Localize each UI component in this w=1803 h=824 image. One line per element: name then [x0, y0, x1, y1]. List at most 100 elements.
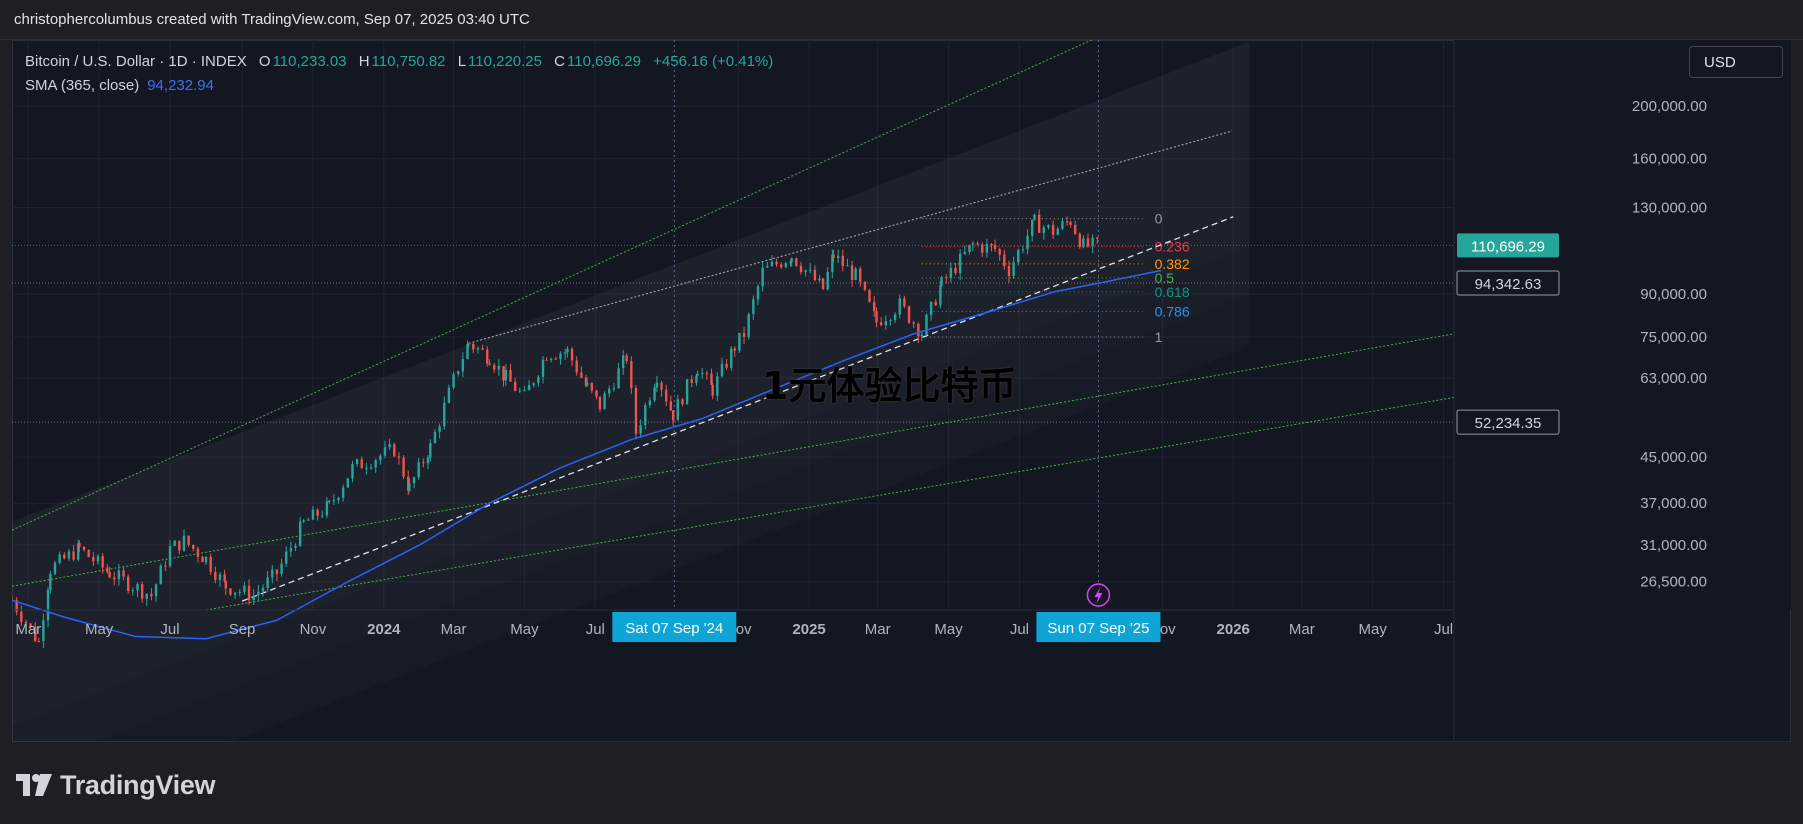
- tradingview-logo[interactable]: TradingView: [16, 769, 216, 800]
- candle-body: [863, 281, 867, 290]
- candle-body: [523, 390, 526, 392]
- candle-body: [1033, 214, 1036, 220]
- candle-body: [321, 515, 324, 517]
- price-tick-label: 160,000.00: [1632, 151, 1707, 168]
- candle-body: [204, 556, 208, 563]
- candle-body: [685, 379, 689, 405]
- tradingview-logo-text: TradingView: [60, 769, 216, 800]
- candle-body: [590, 382, 594, 391]
- price-level-badge: [1456, 409, 1560, 435]
- candle-body: [113, 577, 116, 580]
- candle-body: [452, 374, 455, 388]
- candle-body: [1096, 237, 1099, 239]
- candle-body: [789, 261, 792, 264]
- low-label: L: [457, 53, 467, 70]
- candle-body: [725, 363, 728, 368]
- sma-row[interactable]: SMA (365, close) 94,232.94: [25, 74, 773, 98]
- candle-body: [1069, 222, 1072, 225]
- candle-body: [549, 358, 553, 361]
- close-value: 110,696.29: [567, 53, 641, 70]
- symbol-title[interactable]: Bitcoin / U.S. Dollar · 1D · INDEX: [25, 53, 247, 70]
- time-tick-label: Mar: [15, 621, 41, 638]
- time-tick-label: Mar: [865, 621, 891, 638]
- time-tick-label: May: [510, 621, 539, 638]
- candle-body: [766, 266, 769, 268]
- candle-body: [929, 301, 933, 315]
- candle-body: [34, 626, 37, 642]
- candle-body: [266, 577, 269, 588]
- price-tick-label: 26,500.00: [1640, 574, 1707, 591]
- candle-body: [271, 569, 274, 578]
- candle-body: [648, 400, 652, 406]
- candle-body: [893, 314, 897, 320]
- candle-body: [298, 521, 302, 546]
- candle-body: [325, 501, 329, 516]
- candle-body: [369, 467, 373, 469]
- candle-body: [1065, 221, 1069, 223]
- candle-body: [809, 269, 812, 271]
- candle-body: [747, 314, 750, 337]
- candle-body: [566, 348, 569, 353]
- candle-body: [541, 359, 545, 377]
- candle-body: [527, 385, 531, 391]
- date-marker-badge: [612, 612, 737, 642]
- candle-body: [584, 377, 588, 386]
- candle-body: [150, 593, 153, 597]
- candle-body: [821, 278, 825, 290]
- candle-body: [710, 373, 713, 386]
- candle-body: [963, 251, 967, 254]
- candle-body: [289, 547, 293, 552]
- candle-body: [486, 349, 489, 364]
- candle-body: [145, 593, 148, 599]
- candle-body: [294, 545, 297, 548]
- candle-body: [408, 483, 411, 491]
- support-trendline: [241, 216, 1234, 602]
- candle-body: [388, 444, 391, 448]
- candle-body: [784, 263, 788, 268]
- price-tick-label: 75,000.00: [1640, 329, 1707, 346]
- candle-body: [154, 584, 158, 597]
- candle-body: [770, 261, 774, 267]
- candle-body: [570, 348, 574, 361]
- candle-body: [1073, 224, 1077, 234]
- time-tick-label: Sep: [229, 621, 256, 638]
- candle-body: [1042, 227, 1046, 233]
- candle-body: [412, 477, 416, 484]
- time-tick-label: Mar: [1289, 621, 1315, 638]
- candle-body: [603, 393, 606, 410]
- fib-level-label: 0.618: [1155, 284, 1190, 300]
- candle-body: [733, 348, 736, 351]
- candle-body: [63, 554, 66, 559]
- candle-body: [328, 501, 331, 503]
- time-tick-label: 2026: [1217, 621, 1250, 638]
- candle-body: [46, 589, 50, 621]
- candle-body: [131, 590, 135, 592]
- candle-body: [438, 426, 441, 432]
- candle-body: [37, 641, 40, 643]
- high-label: H: [358, 53, 370, 70]
- candle-body: [859, 268, 862, 282]
- candle-body: [374, 460, 377, 468]
- candle-body: [1021, 249, 1025, 251]
- currency-button[interactable]: USD: [1689, 46, 1783, 78]
- candle-body: [1047, 224, 1050, 228]
- candle-body: [846, 265, 849, 267]
- candle-body: [559, 353, 562, 359]
- candle-body: [608, 388, 611, 394]
- candle-body: [285, 551, 288, 564]
- candle-body: [467, 343, 470, 345]
- candle-body: [42, 620, 45, 642]
- candle-body: [201, 556, 204, 563]
- candle-body: [214, 571, 217, 580]
- candle-body: [701, 372, 704, 374]
- candle-body: [476, 348, 480, 350]
- candle-body: [1086, 238, 1090, 247]
- price-tick-label: 37,000.00: [1640, 495, 1707, 512]
- candle-body: [738, 332, 741, 351]
- time-tick-label: Mar: [441, 621, 467, 638]
- candle-body: [422, 462, 425, 464]
- candle-body: [311, 509, 315, 520]
- candle-body: [472, 343, 475, 350]
- candle-body: [775, 261, 778, 265]
